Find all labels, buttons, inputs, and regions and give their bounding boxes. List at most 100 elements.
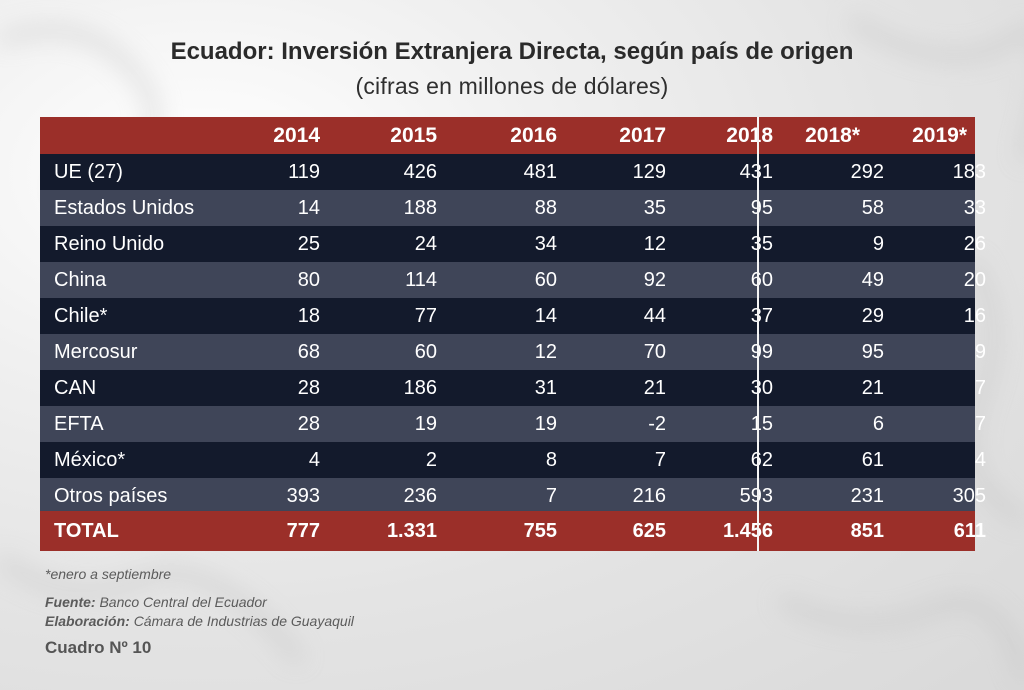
table-cell: 6 [872,412,884,435]
table-cell: 8 [545,448,557,471]
header-2018: 2018 [726,123,773,147]
table-cell: 60 [534,268,557,291]
total-cell: 755 [523,519,557,542]
header-2018-partial: 2018* [805,123,860,147]
page-title: Ecuador: Inversión Extranjera Directa, s… [170,38,854,65]
row-label: Estados Unidos [54,196,195,219]
row-label: Chile* [54,304,108,327]
header-2014: 2014 [273,123,320,147]
table-cell: 393 [286,484,320,507]
header-2017: 2017 [619,123,666,147]
total-cell: 625 [632,519,666,542]
table-cell: 26 [963,232,986,255]
row-label: México* [54,448,126,471]
table-cell: 80 [297,268,320,291]
table-cell: 4 [308,448,320,471]
table-cell: 292 [850,160,884,183]
table-cell: 29 [861,304,884,327]
table-cell: 231 [850,484,884,507]
table-number: Cuadro Nº 10 [45,638,152,657]
table-row: Chile* 18 77 14 44 37 29 16 [40,298,986,334]
table-cell: 60 [414,340,437,363]
row-label: EFTA [54,412,104,435]
header-2016: 2016 [510,123,557,147]
table-row: Otros países 393 236 7 216 593 231 305 [40,478,986,514]
table-cell: 44 [643,304,666,327]
table-cell: 99 [750,340,773,363]
table-cell: 34 [534,232,557,255]
table-cell: 92 [643,268,666,291]
table-total-row: TOTAL 777 1.331 755 625 1.456 851 611 [40,511,986,551]
total-cell: 777 [286,519,320,542]
table-cell: 60 [750,268,773,291]
table-cell: 62 [750,448,773,471]
footnote: *enero a septiembre [45,566,172,582]
table-cell: 186 [403,376,437,399]
column-divider [757,117,759,551]
total-cell: 851 [850,519,884,542]
source-value: Banco Central del Ecuador [99,594,267,610]
total-label: TOTAL [54,519,119,542]
table-cell: 21 [643,376,666,399]
table-row: CAN 28 186 31 21 30 21 7 [40,370,986,406]
fdi-table: 2014 2015 2016 2017 2018 2018* 2019* UE … [40,117,986,551]
table-cell: 119 [288,160,320,183]
total-cell: 1.331 [386,519,437,542]
table-row: Reino Unido 25 24 34 12 35 9 26 [40,226,986,262]
source-line: Fuente: Banco Central del Ecuador [45,594,267,610]
table-cell: 77 [414,304,437,327]
table-cell: 88 [534,196,557,219]
table-cell: 95 [750,196,773,219]
table-cell: 426 [403,160,437,183]
table-row: México* 4 2 8 7 62 61 4 [40,442,986,478]
table-cell: 49 [861,268,884,291]
table-cell: 129 [632,160,666,183]
table-cell: 7 [974,376,986,399]
table-cell: 37 [750,304,773,327]
table-cell: 19 [534,412,557,435]
table-cell: 30 [750,376,773,399]
table-cell: 25 [297,232,320,255]
source-label: Fuente: [45,594,96,610]
row-label: Otros países [54,484,168,507]
row-label: China [54,268,107,291]
table-cell: 68 [297,340,320,363]
row-label: CAN [54,376,97,399]
table-cell: 188 [403,196,437,219]
table-cell: 305 [952,484,986,507]
table-cell: 58 [861,196,884,219]
table-cell: 35 [643,196,666,219]
table-header-row: 2014 2015 2016 2017 2018 2018* 2019* [40,117,975,154]
header-2019-partial: 2019* [912,123,967,147]
table-cell: 2 [425,448,437,471]
table-cell: 95 [861,340,884,363]
table-cell: 481 [523,160,557,183]
table-cell: 16 [963,304,986,327]
table-cell: 12 [643,232,666,255]
table-cell: 4 [974,448,986,471]
table-cell: 183 [952,160,986,183]
row-label: Reino Unido [54,232,165,255]
table-cell: 19 [414,412,437,435]
table-cell: 28 [297,412,320,435]
table-cell: 236 [403,484,437,507]
table-cell: 21 [861,376,884,399]
table-cell: 431 [670,154,773,190]
total-cell: 611 [953,519,986,542]
table-cell: 7 [654,448,666,471]
table-cell: 114 [405,268,437,291]
table-cell: 18 [297,304,320,327]
row-label: UE (27) [54,160,123,183]
table-cell: 70 [643,340,666,363]
table-cell: -2 [648,412,666,435]
elaboration-label: Elaboración: [45,613,130,629]
total-cell: 1.456 [722,519,773,542]
table-cell: 9 [974,340,986,363]
table-cell: 14 [534,304,557,327]
table-cell: 20 [963,268,986,291]
elaboration-value: Cámara de Industrias de Guayaquil [133,613,354,629]
table-row: Mercosur 68 60 12 70 99 95 9 [40,334,986,370]
table-cell: 14 [297,196,320,219]
table-cell: 593 [670,478,773,514]
table-cell: 9 [872,232,884,255]
